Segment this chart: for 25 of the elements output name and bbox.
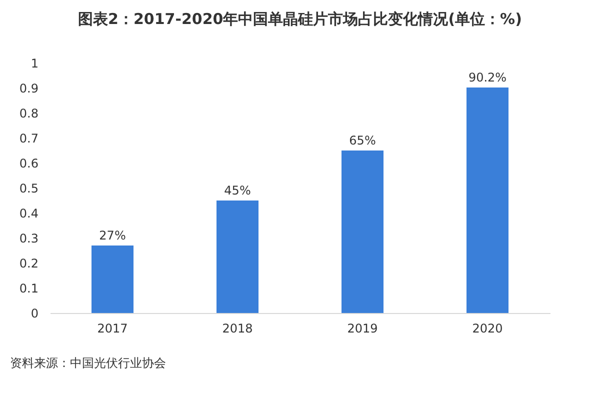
y-tick-label: 0.4 xyxy=(19,206,38,220)
bar xyxy=(216,200,258,313)
y-tick-label: 0.8 xyxy=(19,106,38,120)
data-label: 90.2% xyxy=(468,70,507,84)
y-tick-label: 0.7 xyxy=(19,132,38,146)
chart-title: 图表2：2017-2020年中国单晶硅片市场占比变化情况(单位：%) xyxy=(78,10,522,28)
x-tick-label: 2019 xyxy=(347,322,378,336)
bar xyxy=(92,246,134,313)
y-tick-label: 0.6 xyxy=(19,156,38,170)
y-tick-label: 0.9 xyxy=(19,82,38,96)
x-tick-label: 2018 xyxy=(222,322,253,336)
y-tick-label: 0.3 xyxy=(19,232,38,246)
x-tick-label: 2017 xyxy=(97,322,128,336)
text: 资料来源：中国光伏行业协会 xyxy=(10,356,166,370)
bar xyxy=(342,150,384,313)
y-tick-label: 0.2 xyxy=(19,256,38,270)
bar xyxy=(466,88,508,313)
y-tick-label: 1 xyxy=(30,56,38,70)
y-tick-label: 0.1 xyxy=(19,282,38,296)
data-label: 45% xyxy=(224,184,251,198)
x-tick-label: 2020 xyxy=(472,322,503,336)
y-tick-label: 0.5 xyxy=(19,182,38,196)
data-label: 65% xyxy=(349,134,376,148)
data-label: 27% xyxy=(99,228,126,242)
y-tick-label: 0 xyxy=(30,306,38,320)
